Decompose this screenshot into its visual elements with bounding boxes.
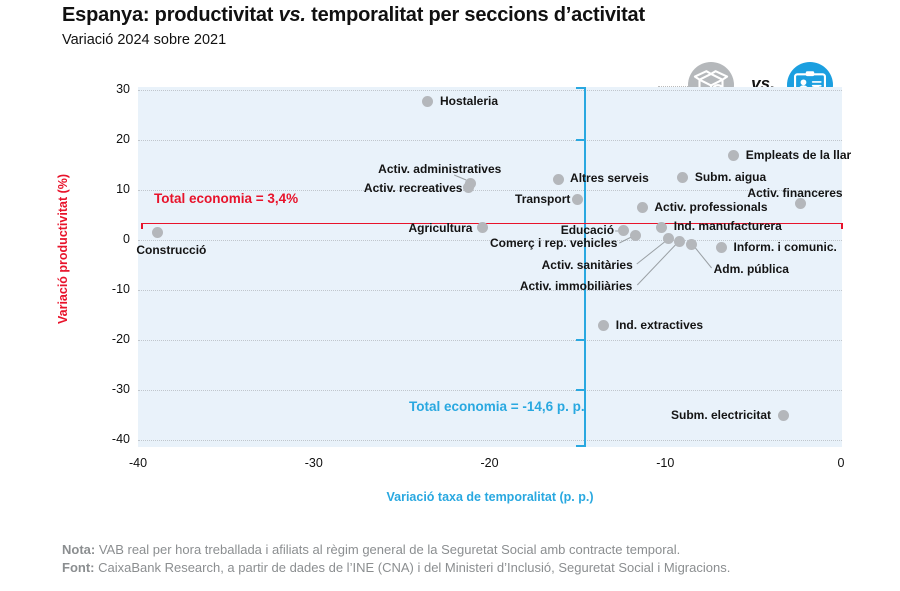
scatter-plot-area: Total economia = -14,6 p. p. Total econom… [136,87,851,447]
note-label: Nota: [62,542,96,557]
data-point [795,197,807,209]
source-label: Font: [62,559,95,575]
ref-line-tick [576,139,586,141]
y-axis-title: Variació productivitat (%) [56,173,70,325]
data-point-label: Activ. professionals [654,200,768,214]
gridline-y-30 [138,90,842,91]
data-point [617,224,629,236]
data-point [598,319,610,331]
data-point [673,235,685,247]
x-tick-label: -30 [304,456,323,470]
data-point-label: Subm. electricitat [670,408,772,422]
data-point [728,149,740,161]
data-point-label: Construcció [136,243,207,257]
data-point [552,173,564,185]
gridline-y-20 [138,140,842,141]
footer-notes: Nota: VAB real per hora treballada i afi… [62,541,730,576]
data-point-label: Inform. i comunic. [733,240,837,254]
data-point [629,229,641,241]
data-point-label: Activ. administratives [378,162,502,176]
data-point [656,221,668,233]
ref-line-cap [141,223,143,229]
data-point-label: Empleats de la llar [745,148,852,162]
title-vs: vs. [278,4,306,26]
data-point-label: Activ. financeres [747,186,843,200]
leader-line [453,174,467,181]
y-tick-label: 10 [116,182,130,196]
gridline-y-0 [138,240,842,241]
data-point [777,409,789,421]
gridline-y--20 [138,340,842,341]
data-point-label: Transport [515,192,571,206]
x-tick-label: -40 [128,456,148,470]
data-point-label: Ind. extractives [615,318,704,332]
leader-line [619,236,632,244]
gridline-y--40 [138,440,842,441]
y-tick-label: 30 [116,82,130,96]
x-tick-label: -10 [656,456,675,470]
y-tick-label: -30 [111,382,130,396]
leader-line [636,243,677,286]
y-tick-label: 0 [123,232,130,246]
data-point [663,232,675,244]
data-point [686,238,698,250]
leader-line [636,240,667,265]
ref-label-productivity: Total economia = 3,4% [154,191,299,206]
leader-line [694,246,713,269]
y-tick-label: -40 [111,432,130,446]
data-point-label: Agricultura [408,221,473,235]
data-point [677,171,689,183]
x-axis-title: Variació taxa de temporalitat (p. p.) [386,490,594,504]
data-point-label: Activ. immobiliàries [519,279,633,293]
data-point-label: Comerç i rep. vehicles [489,236,618,250]
note-line: Nota: VAB real per hora treballada i afi… [62,541,730,559]
data-point-label: Educació [560,223,615,237]
title-part-2: temporalitat per seccions d’activitat [305,4,645,26]
decorative-dotted-line [658,86,688,87]
y-tick-label: -10 [111,282,130,296]
data-point [715,241,727,253]
ref-line-cap [576,87,586,89]
x-tick-label: 0 [837,456,845,470]
data-point-label: Altres serveis [570,171,649,185]
ref-line-tick [576,389,586,391]
data-point-label: Adm. pública [713,262,789,276]
source-line: Font: CaixaBank Research, a partir de da… [62,559,730,577]
y-tick-label: -20 [111,332,130,346]
data-point [422,95,434,107]
y-tick-label: 20 [116,132,130,146]
data-point-label: Activ. sanitàries [541,258,633,272]
note-text: VAB real per hora treballada i afiliats … [95,542,681,557]
ref-label-temporality: Total economia = -14,6 p. p. [409,399,585,414]
leader-lines [453,174,713,286]
data-point-label: Subm. aigua [694,170,767,184]
source-text: CaixaBank Research, a partir de dades de… [94,559,731,575]
data-point [476,221,488,233]
data-point-label: Hostaleria [439,94,499,108]
ref-line-cap [576,445,586,447]
page-title: Espanya: productivitat vs. temporalitat … [62,4,645,27]
data-point-label: Activ. recreatives [363,181,463,195]
data-point [462,181,474,193]
data-point [151,226,163,238]
data-point-label: Ind. manufacturera [673,219,782,233]
ref-line-cap [841,223,843,229]
data-point [571,193,583,205]
gridline-y--10 [138,290,842,291]
page-subtitle: Variació 2024 sobre 2021 [62,32,227,48]
gridline-y--30 [138,390,842,391]
ref-line-productivity [141,223,843,224]
ref-line-tick [576,339,586,341]
data-point [636,201,648,213]
ref-line-temporality [584,87,586,447]
x-tick-label: -20 [480,456,499,470]
title-part-1: Espanya: productivitat [62,4,279,26]
gridline-y-10 [138,190,842,191]
